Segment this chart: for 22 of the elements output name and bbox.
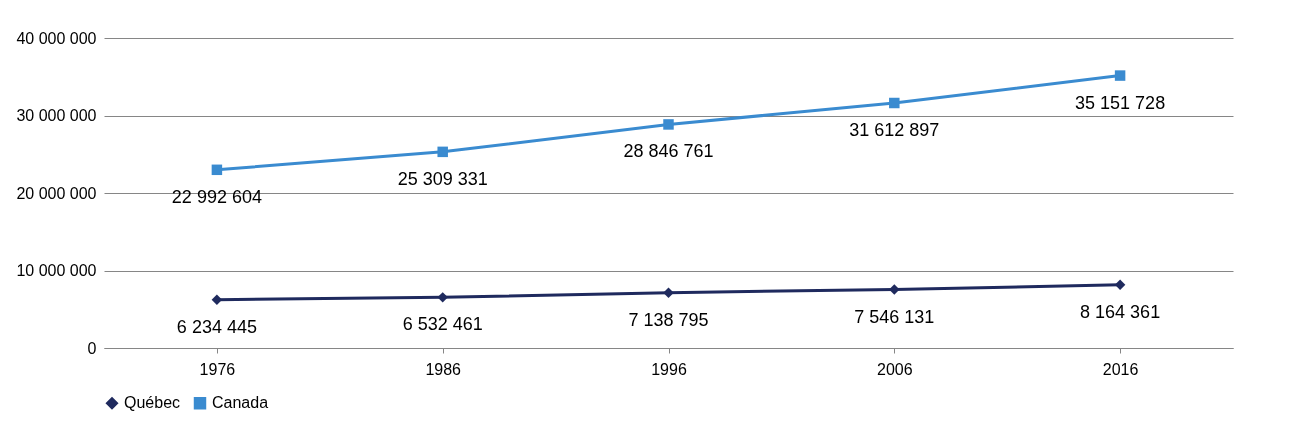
data-label: 35 151 728 [1075,92,1166,113]
x-tick-label: 1986 [425,360,462,378]
data-label: 22 992 604 [171,186,262,207]
data-label: 7 138 795 [628,309,709,330]
x-tick-label: 2016 [1102,360,1139,378]
y-tick-label: 20 000 000 [16,184,97,202]
data-label: 31 612 897 [849,120,940,140]
y-tick-label: 0 [87,339,97,357]
data-label: 7 546 131 [854,306,935,327]
y-tick-label: 40 000 000 [16,29,97,47]
data-label: 8 164 361 [1080,301,1161,322]
x-tick-label: 2006 [877,360,913,378]
legend-label: Québec [124,394,181,412]
y-tick-label: 30 000 000 [16,107,97,124]
data-label: 6 234 445 [176,316,257,337]
data-label: 6 532 461 [402,314,483,335]
x-tick-label: 1976 [199,360,236,378]
y-tick-label: 10 000 000 [16,262,97,279]
data-label: 25 309 331 [397,168,488,189]
data-label: 28 846 761 [623,141,714,162]
x-tick-label: 1996 [651,360,687,378]
legend-label: Canada [212,394,269,412]
